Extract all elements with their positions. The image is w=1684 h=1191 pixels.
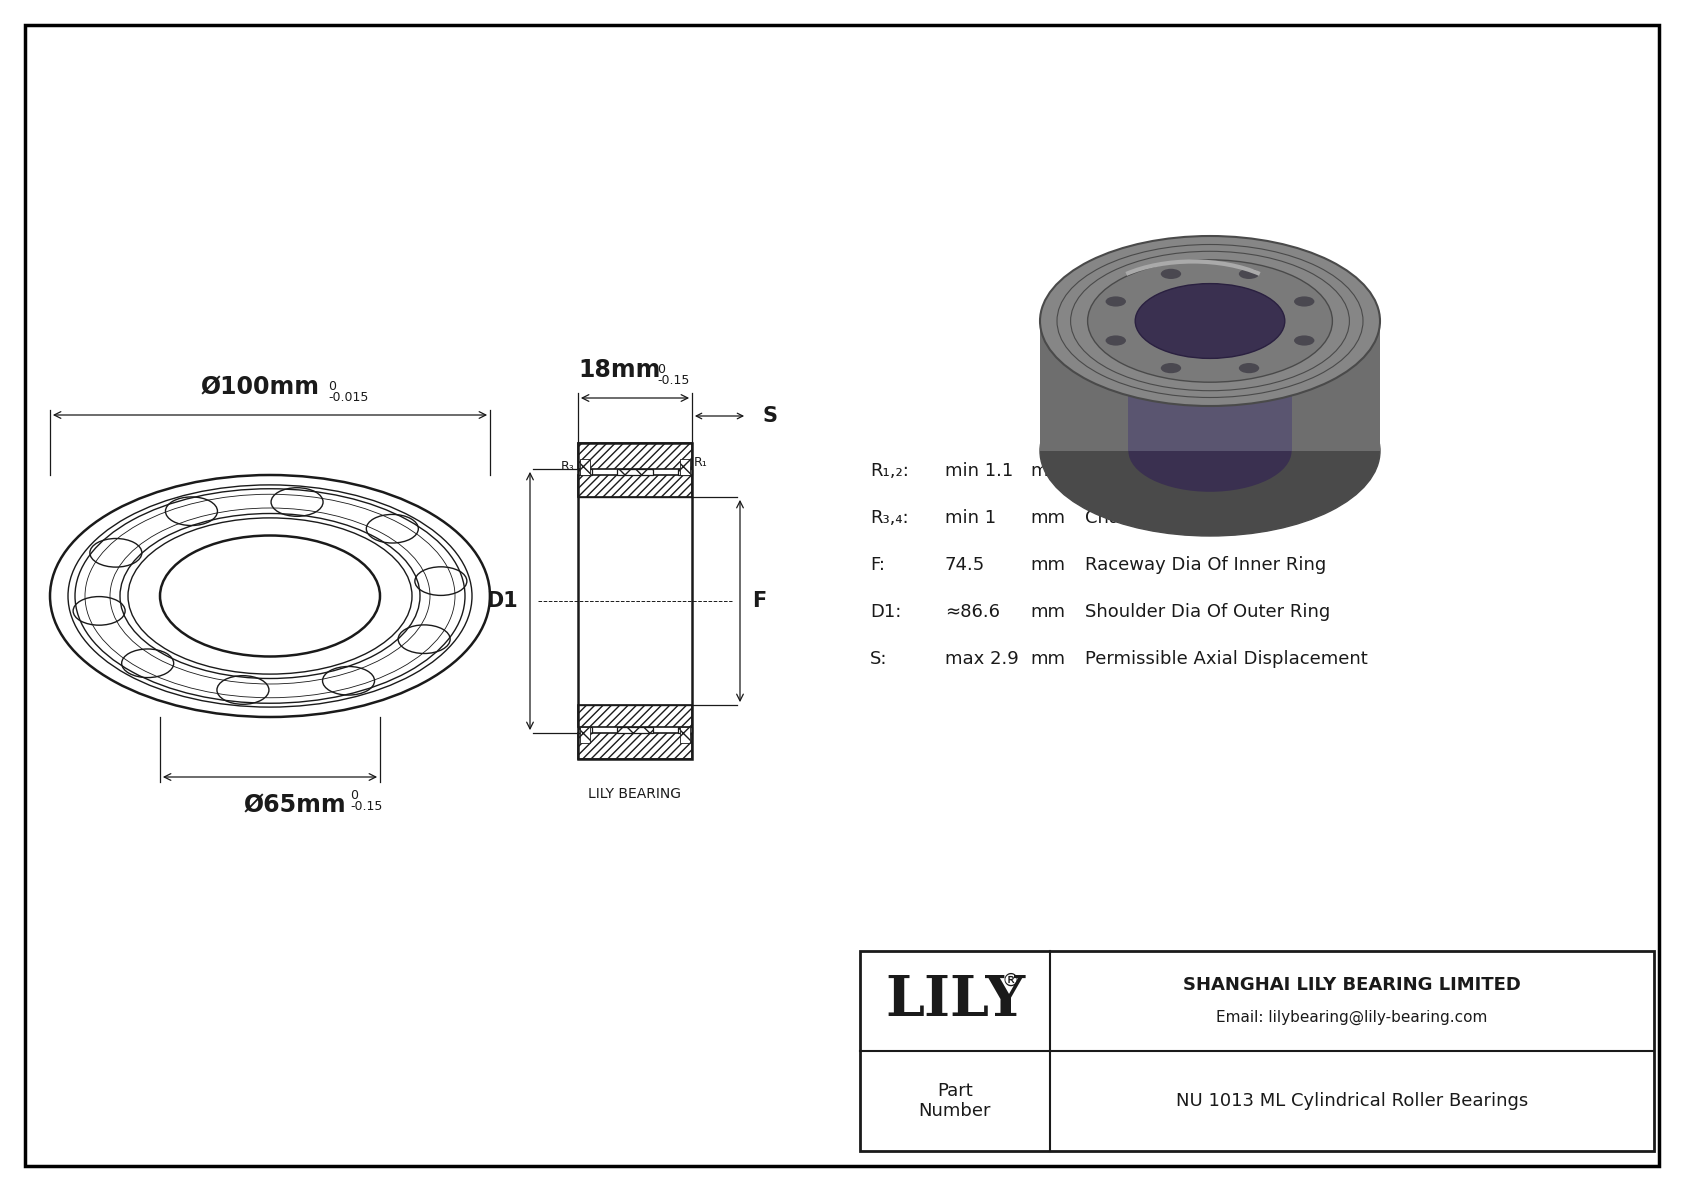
Text: Ø65mm: Ø65mm [244, 793, 347, 817]
Text: mm: mm [1031, 462, 1064, 480]
Text: 0: 0 [350, 788, 359, 802]
Text: -0.15: -0.15 [657, 374, 689, 387]
Ellipse shape [1106, 297, 1127, 306]
Text: R₁,₂:: R₁,₂: [871, 462, 909, 480]
Text: Part
Number: Part Number [919, 1081, 992, 1121]
Text: LILY BEARING: LILY BEARING [588, 787, 682, 802]
Text: ≈86.6: ≈86.6 [945, 603, 1000, 621]
Text: D1: D1 [487, 591, 519, 611]
Text: -0.015: -0.015 [328, 391, 369, 404]
Ellipse shape [1088, 260, 1332, 382]
Ellipse shape [1128, 410, 1292, 492]
Polygon shape [578, 475, 692, 497]
Polygon shape [680, 727, 690, 743]
Text: LILY: LILY [884, 973, 1026, 1029]
Text: R₁: R₁ [694, 456, 707, 469]
Text: 0: 0 [657, 363, 665, 376]
Polygon shape [579, 727, 589, 743]
Text: mm: mm [1031, 556, 1064, 574]
Polygon shape [680, 459, 690, 475]
Polygon shape [578, 727, 593, 732]
Text: min 1: min 1 [945, 509, 997, 526]
Text: Ø100mm: Ø100mm [200, 375, 320, 399]
Text: Shoulder Dia Of Outer Ring: Shoulder Dia Of Outer Ring [1084, 603, 1330, 621]
Polygon shape [1128, 322, 1292, 451]
Ellipse shape [1041, 366, 1379, 536]
Ellipse shape [1293, 297, 1315, 306]
Text: max 2.9: max 2.9 [945, 650, 1019, 668]
Ellipse shape [1135, 283, 1285, 358]
Ellipse shape [1160, 363, 1180, 373]
Polygon shape [578, 705, 692, 727]
Ellipse shape [1106, 336, 1127, 345]
Text: R₂: R₂ [630, 467, 643, 480]
Ellipse shape [1041, 236, 1379, 406]
Polygon shape [579, 498, 690, 704]
Text: F:: F: [871, 556, 886, 574]
Polygon shape [578, 443, 692, 469]
Text: Permissible Axial Displacement: Permissible Axial Displacement [1084, 650, 1367, 668]
Text: Chamfer Dimension: Chamfer Dimension [1084, 462, 1265, 480]
Polygon shape [578, 732, 692, 759]
Text: mm: mm [1031, 509, 1064, 526]
Polygon shape [679, 469, 692, 475]
Text: ®: ® [1000, 972, 1019, 990]
Polygon shape [616, 727, 653, 732]
Polygon shape [578, 469, 593, 475]
Polygon shape [616, 469, 653, 475]
Polygon shape [1041, 322, 1379, 451]
Ellipse shape [1293, 336, 1315, 345]
Text: 0: 0 [328, 380, 337, 393]
Text: mm: mm [1031, 603, 1064, 621]
Text: Email: lilybearing@lily-bearing.com: Email: lilybearing@lily-bearing.com [1216, 1010, 1487, 1024]
Text: S: S [761, 406, 776, 426]
Ellipse shape [1239, 363, 1260, 373]
Text: R₃: R₃ [561, 461, 574, 474]
Text: 74.5: 74.5 [945, 556, 985, 574]
Text: min 1.1: min 1.1 [945, 462, 1014, 480]
Text: S:: S: [871, 650, 887, 668]
Text: Chamfer Dimension: Chamfer Dimension [1084, 509, 1265, 526]
Ellipse shape [1160, 269, 1180, 279]
Text: Raceway Dia Of Inner Ring: Raceway Dia Of Inner Ring [1084, 556, 1327, 574]
Text: mm: mm [1031, 650, 1064, 668]
Text: F: F [753, 591, 766, 611]
Text: -0.15: -0.15 [350, 800, 382, 813]
Text: 18mm: 18mm [579, 358, 662, 382]
Text: R₃,₄:: R₃,₄: [871, 509, 909, 526]
Ellipse shape [1239, 269, 1260, 279]
Text: NU 1013 ML Cylindrical Roller Bearings: NU 1013 ML Cylindrical Roller Bearings [1175, 1092, 1527, 1110]
Text: R₄: R₄ [579, 476, 594, 490]
Text: SHANGHAI LILY BEARING LIMITED: SHANGHAI LILY BEARING LIMITED [1184, 975, 1521, 994]
Text: D1:: D1: [871, 603, 901, 621]
Polygon shape [679, 727, 692, 732]
Polygon shape [579, 459, 589, 475]
